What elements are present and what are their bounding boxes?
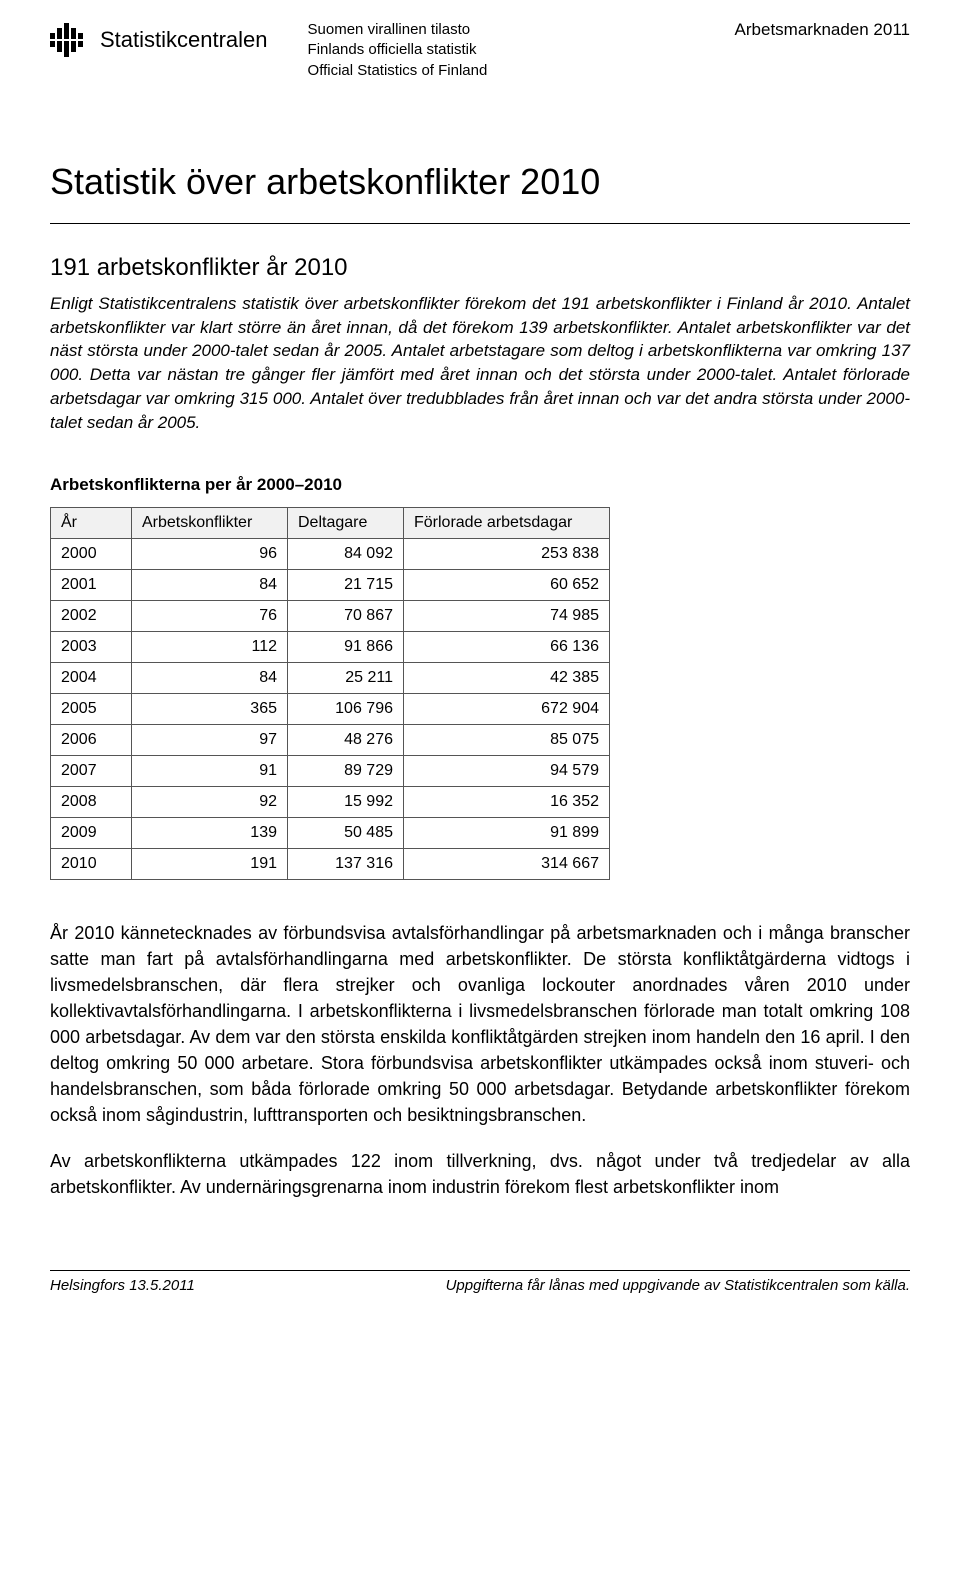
table-cell: 97 bbox=[132, 724, 288, 755]
page-footer: Helsingfors 13.5.2011 Uppgifterna får lå… bbox=[50, 1270, 910, 1294]
table-cell: 96 bbox=[132, 538, 288, 569]
table-title: Arbetskonflikterna per år 2000–2010 bbox=[50, 475, 910, 495]
official-line-sv: Finlands officiella statistik bbox=[308, 40, 488, 60]
table-cell: 70 867 bbox=[288, 600, 404, 631]
table-row: 20018421 71560 652 bbox=[51, 569, 610, 600]
table-cell: 314 667 bbox=[404, 848, 610, 879]
header-left: Statistikcentralen Suomen virallinen til… bbox=[50, 20, 487, 81]
publisher-logo: Statistikcentralen bbox=[50, 20, 268, 60]
table-cell: 84 bbox=[132, 569, 288, 600]
page-title: Statistik över arbetskonflikter 2010 bbox=[50, 161, 910, 203]
footer-date: Helsingfors 13.5.2011 bbox=[50, 1277, 195, 1294]
topic-heading: Arbetsmarknaden 2011 bbox=[735, 20, 910, 40]
table-cell: 76 bbox=[132, 600, 288, 631]
table-cell: 2007 bbox=[51, 755, 132, 786]
table-row: 200311291 86666 136 bbox=[51, 631, 610, 662]
table-cell: 112 bbox=[132, 631, 288, 662]
table-row: 20079189 72994 579 bbox=[51, 755, 610, 786]
table-cell: 48 276 bbox=[288, 724, 404, 755]
official-line-fi: Suomen virallinen tilasto bbox=[308, 20, 488, 40]
conflicts-table: År Arbetskonflikter Deltagare Förlorade … bbox=[50, 507, 610, 880]
body-paragraph-2: Av arbetskonflikterna utkämpades 122 ino… bbox=[50, 1148, 910, 1200]
table-cell: 84 092 bbox=[288, 538, 404, 569]
table-row: 200913950 48591 899 bbox=[51, 817, 610, 848]
title-rule bbox=[50, 223, 910, 224]
table-cell: 191 bbox=[132, 848, 288, 879]
table-cell: 66 136 bbox=[404, 631, 610, 662]
table-cell: 2010 bbox=[51, 848, 132, 879]
table-cell: 137 316 bbox=[288, 848, 404, 879]
table-cell: 91 899 bbox=[404, 817, 610, 848]
table-row: 2005365106 796672 904 bbox=[51, 693, 610, 724]
table-cell: 106 796 bbox=[288, 693, 404, 724]
table-cell: 2004 bbox=[51, 662, 132, 693]
table-cell: 42 385 bbox=[404, 662, 610, 693]
table-cell: 74 985 bbox=[404, 600, 610, 631]
table-cell: 84 bbox=[132, 662, 288, 693]
table-row: 2010191137 316314 667 bbox=[51, 848, 610, 879]
publisher-name: Statistikcentralen bbox=[100, 27, 268, 53]
table-cell: 139 bbox=[132, 817, 288, 848]
bars-icon bbox=[50, 20, 90, 60]
table-cell: 2009 bbox=[51, 817, 132, 848]
table-cell: 94 579 bbox=[404, 755, 610, 786]
table-cell: 2005 bbox=[51, 693, 132, 724]
table-cell: 2008 bbox=[51, 786, 132, 817]
table-row: 20027670 86774 985 bbox=[51, 600, 610, 631]
table-row: 20089215 99216 352 bbox=[51, 786, 610, 817]
table-cell: 2006 bbox=[51, 724, 132, 755]
table-cell: 85 075 bbox=[404, 724, 610, 755]
table-cell: 2002 bbox=[51, 600, 132, 631]
official-statistics-block: Suomen virallinen tilasto Finlands offic… bbox=[308, 20, 488, 81]
table-row: 20048425 21142 385 bbox=[51, 662, 610, 693]
table-row: 20069748 27685 075 bbox=[51, 724, 610, 755]
col-year: År bbox=[51, 507, 132, 538]
table-row: 20009684 092253 838 bbox=[51, 538, 610, 569]
footer-attribution: Uppgifterna får lånas med uppgivande av … bbox=[446, 1277, 910, 1294]
col-participants: Deltagare bbox=[288, 507, 404, 538]
table-cell: 25 211 bbox=[288, 662, 404, 693]
table-cell: 253 838 bbox=[404, 538, 610, 569]
intro-paragraph: Enligt Statistikcentralens statistik öve… bbox=[50, 292, 910, 435]
col-conflicts: Arbetskonflikter bbox=[132, 507, 288, 538]
table-cell: 50 485 bbox=[288, 817, 404, 848]
table-cell: 91 866 bbox=[288, 631, 404, 662]
table-cell: 91 bbox=[132, 755, 288, 786]
subtitle: 191 arbetskonflikter år 2010 bbox=[50, 254, 910, 282]
page-header: Statistikcentralen Suomen virallinen til… bbox=[50, 20, 910, 81]
official-line-en: Official Statistics of Finland bbox=[308, 61, 488, 81]
col-lost-days: Förlorade arbetsdagar bbox=[404, 507, 610, 538]
table-cell: 16 352 bbox=[404, 786, 610, 817]
table-cell: 2000 bbox=[51, 538, 132, 569]
table-cell: 2003 bbox=[51, 631, 132, 662]
table-cell: 365 bbox=[132, 693, 288, 724]
table-cell: 89 729 bbox=[288, 755, 404, 786]
table-cell: 2001 bbox=[51, 569, 132, 600]
body-paragraph-1: År 2010 kännetecknades av förbundsvisa a… bbox=[50, 920, 910, 1129]
table-cell: 21 715 bbox=[288, 569, 404, 600]
table-cell: 92 bbox=[132, 786, 288, 817]
table-cell: 672 904 bbox=[404, 693, 610, 724]
table-header-row: År Arbetskonflikter Deltagare Förlorade … bbox=[51, 507, 610, 538]
table-cell: 60 652 bbox=[404, 569, 610, 600]
table-cell: 15 992 bbox=[288, 786, 404, 817]
